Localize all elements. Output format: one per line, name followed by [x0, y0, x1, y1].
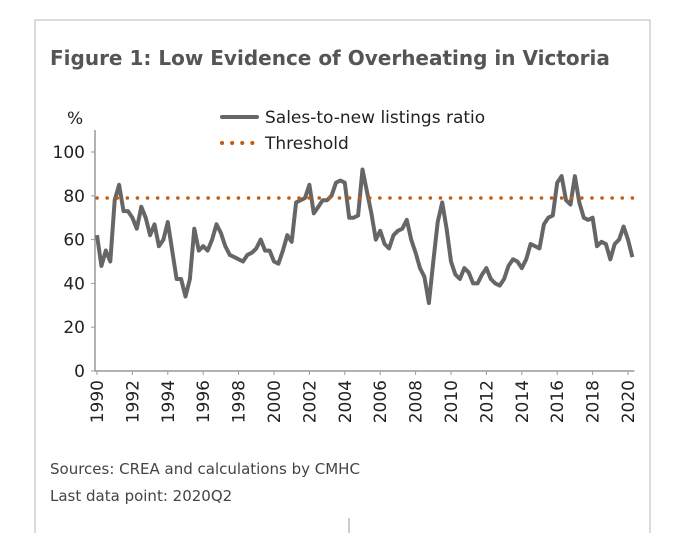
x-tick-label: 2008	[407, 380, 427, 423]
frame	[34, 19, 651, 533]
x-tick-label: 1994	[159, 380, 179, 423]
y-tick-label: 60	[63, 231, 85, 251]
y-tick-label: 80	[63, 187, 85, 207]
x-tick-label: 2004	[336, 380, 356, 423]
chart-title: Figure 1: Low Evidence of Overheating in…	[50, 46, 610, 70]
x-tick-label: 1998	[230, 380, 250, 423]
x-tick-label: 2002	[300, 380, 320, 423]
last-point-note: Last data point: 2020Q2	[50, 487, 232, 505]
legend-label: Threshold	[264, 134, 349, 154]
x-tick-label: 2014	[513, 380, 533, 423]
series-line	[95, 167, 635, 306]
legend-label: Sales-to-new listings ratio	[265, 108, 485, 128]
y-tick-label: 20	[63, 318, 85, 338]
x-tick-label: 2012	[477, 380, 497, 423]
x-tick-label: 2010	[442, 380, 462, 423]
y-axis-label: %	[67, 109, 83, 129]
x-tick-label: 2000	[265, 380, 285, 423]
y-tick-label: 100	[53, 143, 85, 163]
y-tick-label: 40	[63, 274, 85, 294]
x-tick-label: 2018	[584, 380, 604, 423]
x-tick-label: 2016	[548, 380, 568, 423]
source-note: Sources: CREA and calculations by CMHC	[50, 460, 360, 478]
x-tick-label: 1996	[194, 380, 214, 423]
x-tick-label: 2020	[619, 380, 639, 423]
y-tick-label: 0	[74, 362, 85, 382]
x-tick-label: 1990	[88, 380, 108, 423]
x-tick-label: 2006	[371, 380, 391, 423]
x-tick-label: 1992	[123, 380, 143, 423]
